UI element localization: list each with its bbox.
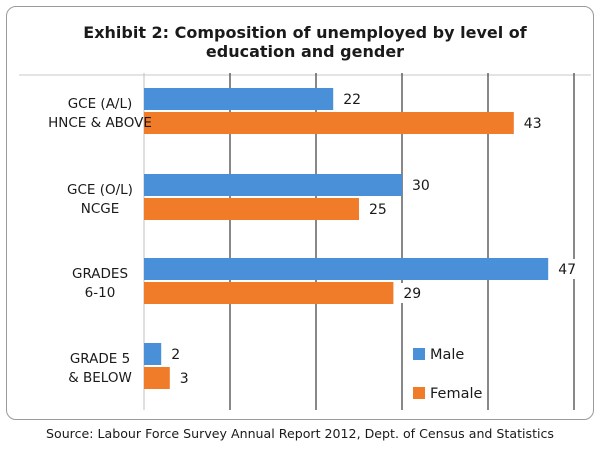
category-label: GCE (O/L): [67, 182, 133, 198]
value-label-box: [363, 199, 393, 219]
category-label: NCGE: [81, 201, 120, 217]
value-label-box: [406, 175, 436, 195]
bar-male: [144, 174, 402, 196]
value-label-box: [337, 89, 368, 109]
legend: Male Female: [413, 347, 483, 402]
value-label: 2: [171, 347, 180, 363]
source-note: Source: Labour Force Survey Annual Repor…: [46, 426, 554, 441]
category-label: & BELOW: [68, 370, 132, 386]
value-label: 3: [180, 371, 189, 387]
value-label: 47: [558, 262, 576, 278]
value-label-box: [552, 259, 583, 279]
bar-male: [144, 88, 334, 110]
bars: 22 43 30 25 47 29 23: [144, 88, 583, 389]
value-label: 25: [369, 202, 387, 218]
chart-title-line-1: Exhibit 2: Composition of unemployed by …: [83, 23, 528, 42]
category-label: GRADES: [72, 266, 128, 282]
bar-female: [144, 198, 359, 220]
category-label: GCE (A/L): [68, 96, 133, 112]
legend-label-female: Female: [430, 386, 483, 402]
value-label: 43: [524, 116, 542, 132]
value-label-box: [173, 368, 204, 388]
category-label: HNCE & ABOVE: [48, 115, 152, 131]
value-label: 22: [343, 92, 361, 108]
value-label-box: [517, 113, 548, 133]
legend-swatch-female: [413, 387, 425, 399]
legend-swatch-male: [413, 348, 425, 360]
value-label-box: [397, 283, 428, 303]
bar-male: [144, 258, 549, 280]
value-label: 29: [403, 286, 421, 302]
bar-male: [144, 343, 162, 365]
bar-female: [144, 112, 514, 134]
chart-title-line-2: education and gender: [206, 42, 404, 61]
legend-label-male: Male: [430, 347, 464, 363]
value-label: 30: [412, 178, 430, 194]
value-label-box: [165, 344, 196, 364]
category-labels: GCE (A/L) HNCE & ABOVE GCE (O/L) NCGE GRADES…: [48, 96, 152, 386]
bar-female: [144, 282, 394, 304]
category-label: 6-10: [85, 285, 116, 301]
bar-female: [144, 367, 170, 389]
category-label: GRADE 5: [70, 351, 130, 367]
